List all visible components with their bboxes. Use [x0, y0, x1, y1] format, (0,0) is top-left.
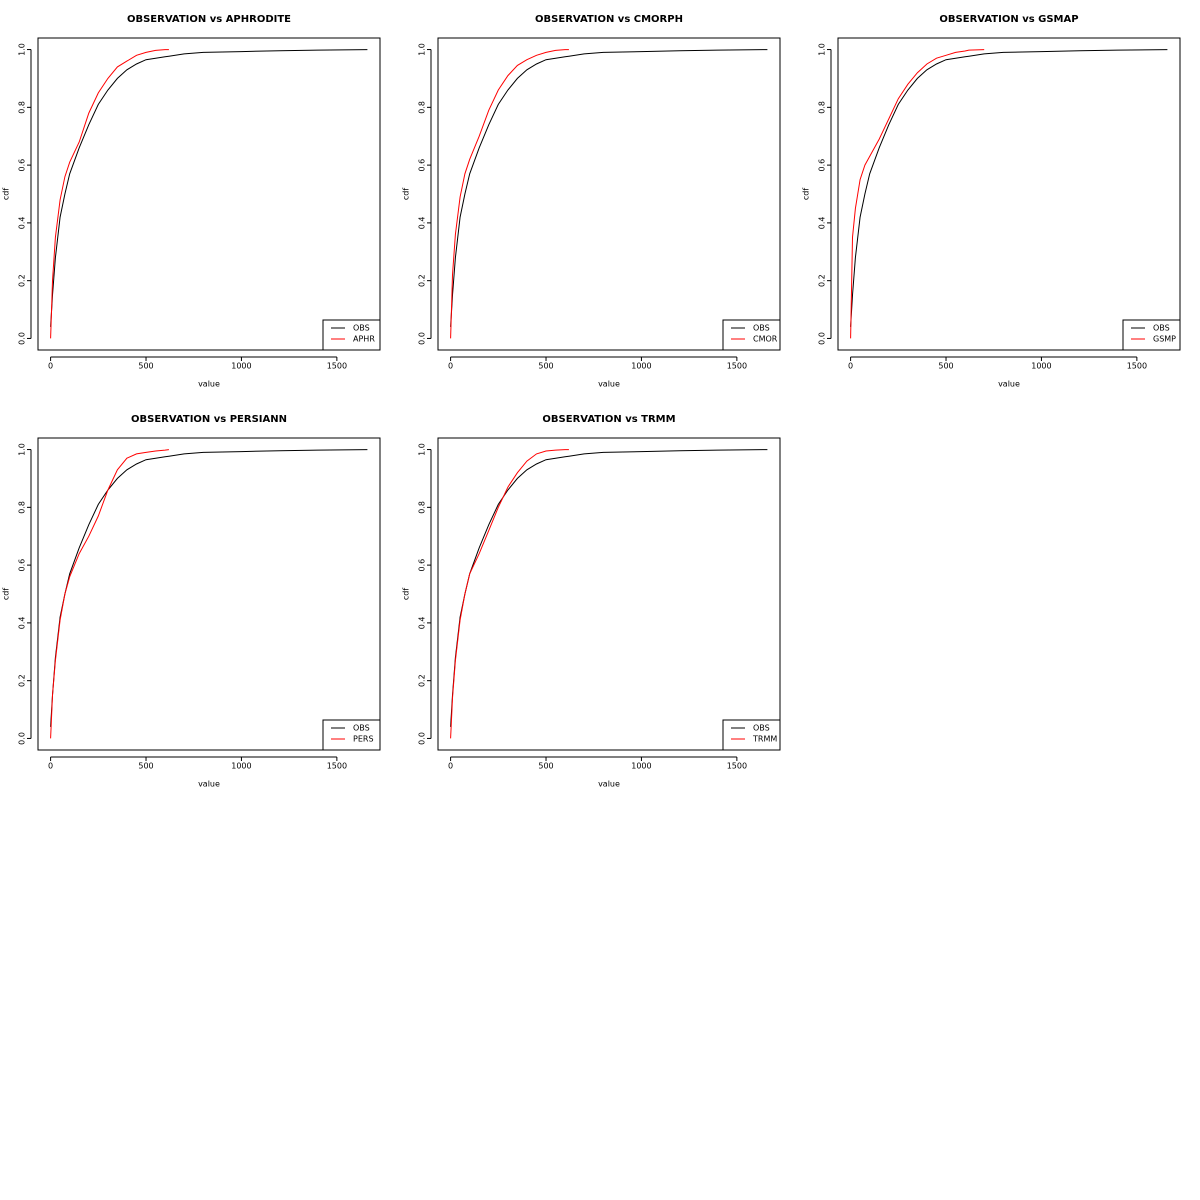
chart-title: OBSERVATION vs CMORPH	[535, 14, 683, 25]
y-axis-label: cdf	[802, 188, 811, 200]
x-tick-label: 500	[138, 762, 153, 771]
y-tick-label: 1.0	[18, 43, 27, 56]
y-axis-label: cdf	[402, 188, 411, 200]
cdf-line	[50, 449, 169, 739]
y-tick-label: 0.2	[18, 274, 27, 287]
legend-label: OBS	[353, 324, 370, 333]
y-tick-label: 0.0	[818, 332, 827, 345]
cdf-line	[850, 49, 985, 339]
x-tick-label: 500	[538, 362, 553, 371]
x-axis-label: value	[598, 380, 620, 389]
legend-box	[322, 319, 381, 351]
x-tick-label: 1000	[1031, 362, 1051, 371]
cdf-line	[450, 49, 768, 327]
y-tick-label: 0.2	[18, 674, 27, 687]
y-axis-label: cdf	[402, 588, 411, 600]
x-tick-label: 1500	[327, 762, 347, 771]
plot-frame	[437, 37, 781, 351]
y-tick-label: 0.4	[18, 217, 27, 230]
y-tick-label: 0.8	[18, 501, 27, 514]
y-tick-label: 0.8	[818, 101, 827, 114]
chart-title: OBSERVATION vs PERSIANN	[131, 414, 287, 425]
y-tick-label: 0.2	[418, 274, 427, 287]
x-tick-label: 1500	[1127, 362, 1147, 371]
legend-label: OBS	[353, 724, 370, 733]
y-tick-label: 0.0	[18, 732, 27, 745]
chart-title: OBSERVATION vs APHRODITE	[127, 14, 291, 25]
y-tick-label: 0.6	[18, 159, 27, 172]
legend-box	[1122, 319, 1181, 351]
y-tick-label: 0.4	[418, 217, 427, 230]
legend-label: TRMM	[752, 735, 777, 744]
y-tick-label: 1.0	[418, 443, 427, 456]
y-tick-label: 0.8	[418, 501, 427, 514]
x-tick-label: 1500	[727, 762, 747, 771]
plot-frame	[437, 437, 781, 751]
legend-label: OBS	[753, 724, 770, 733]
y-tick-label: 0.0	[418, 732, 427, 745]
y-tick-label: 0.8	[18, 101, 27, 114]
x-tick-label: 500	[938, 362, 953, 371]
x-tick-label: 1500	[327, 362, 347, 371]
x-tick-label: 1000	[231, 362, 251, 371]
x-axis-label: value	[998, 380, 1020, 389]
y-axis-label: cdf	[2, 188, 11, 200]
x-tick-label: 500	[138, 362, 153, 371]
cdf-line	[450, 49, 569, 339]
cdf-line	[50, 449, 368, 727]
y-tick-label: 0.0	[18, 332, 27, 345]
cdf-line	[850, 49, 1168, 327]
x-tick-label: 1000	[631, 362, 651, 371]
legend-label: CMOR	[753, 335, 778, 344]
legend-label: GSMP	[1153, 335, 1176, 344]
x-tick-label: 0	[48, 362, 53, 371]
y-tick-label: 0.4	[418, 617, 427, 630]
cdf-line	[50, 49, 368, 327]
x-axis-label: value	[198, 780, 220, 789]
legend-box	[322, 719, 381, 751]
plot-frame	[37, 37, 381, 351]
x-tick-label: 0	[448, 362, 453, 371]
y-tick-label: 0.6	[418, 559, 427, 572]
y-tick-label: 0.8	[418, 101, 427, 114]
cdf-line	[450, 449, 768, 727]
chart-title: OBSERVATION vs TRMM	[542, 414, 675, 425]
x-tick-label: 1500	[727, 362, 747, 371]
y-tick-label: 0.4	[18, 617, 27, 630]
y-tick-label: 0.2	[418, 674, 427, 687]
plot-frame	[37, 437, 381, 751]
chart-title: OBSERVATION vs GSMAP	[939, 14, 1078, 25]
x-tick-label: 1000	[231, 762, 251, 771]
y-tick-label: 0.6	[18, 559, 27, 572]
y-axis-label: cdf	[2, 588, 11, 600]
x-axis-label: value	[598, 780, 620, 789]
legend-label: OBS	[1153, 324, 1170, 333]
cdf-line	[50, 49, 169, 339]
x-tick-label: 500	[538, 762, 553, 771]
y-tick-label: 0.4	[818, 217, 827, 230]
y-tick-label: 1.0	[818, 43, 827, 56]
legend-label: OBS	[753, 324, 770, 333]
cdf-line	[450, 449, 569, 739]
legend-box	[722, 319, 781, 351]
x-axis-label: value	[198, 380, 220, 389]
legend-box	[722, 719, 781, 751]
x-tick-label: 0	[848, 362, 853, 371]
plot-frame	[837, 37, 1181, 351]
y-tick-label: 1.0	[18, 443, 27, 456]
y-tick-label: 1.0	[418, 43, 427, 56]
y-tick-label: 0.0	[418, 332, 427, 345]
x-tick-label: 0	[448, 762, 453, 771]
y-tick-label: 0.6	[818, 159, 827, 172]
y-tick-label: 0.2	[818, 274, 827, 287]
legend-label: PERS	[353, 735, 374, 744]
y-tick-label: 0.6	[418, 159, 427, 172]
x-tick-label: 0	[48, 762, 53, 771]
x-tick-label: 1000	[631, 762, 651, 771]
legend-label: APHR	[353, 335, 375, 344]
